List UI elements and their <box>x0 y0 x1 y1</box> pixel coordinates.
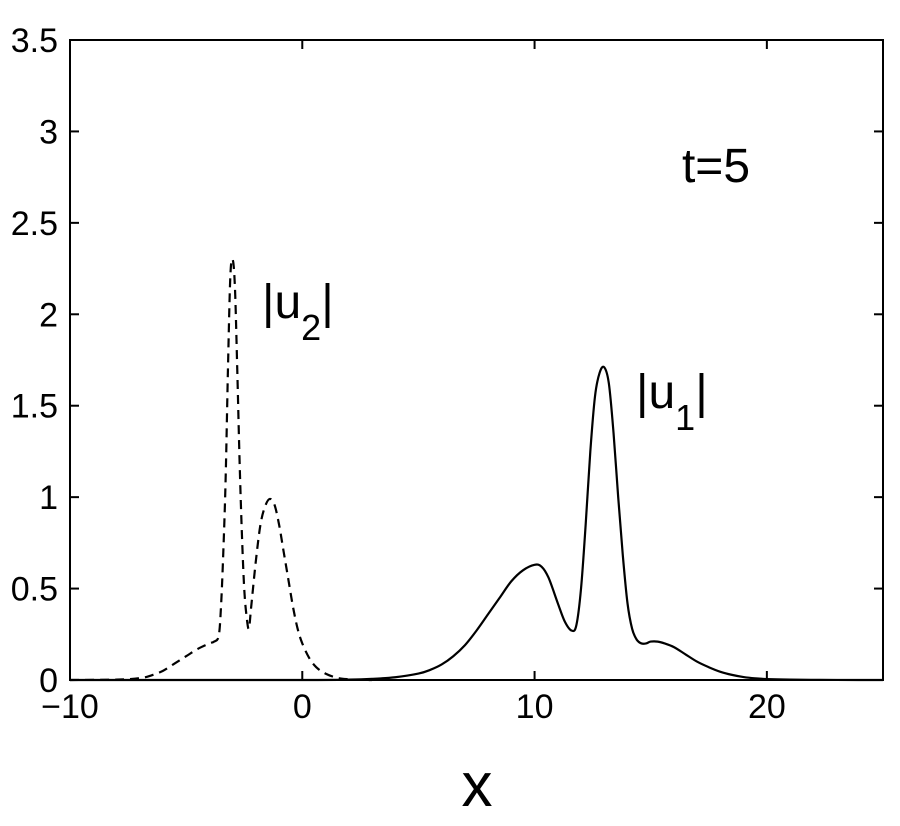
y-tick-label: 2 <box>39 296 58 334</box>
time-annotation: t=5 <box>682 140 750 193</box>
y-tick-label: 1 <box>39 479 58 517</box>
y-tick-label: 3 <box>39 113 58 151</box>
y-tick-label: 2.5 <box>11 205 58 243</box>
x-tick-label: 20 <box>748 688 786 726</box>
series-u2-line <box>69 257 372 682</box>
series-u1-line <box>69 365 884 682</box>
plot-area <box>70 40 883 680</box>
x-tick-label: −10 <box>41 688 99 726</box>
u2-label-sub: 2 <box>301 307 321 348</box>
y-tick-label: 0 <box>39 662 58 700</box>
u2-label-post: | <box>321 276 333 329</box>
u2-label: |u2| <box>262 276 334 348</box>
u1-label-post: | <box>695 366 707 419</box>
plot-frame <box>69 39 884 681</box>
u1-label-pre: |u <box>636 366 675 419</box>
y-tick-label: 3.5 <box>11 22 58 60</box>
x-axis-label: x <box>462 751 493 820</box>
series-layer <box>69 257 884 682</box>
u2-label-pre: |u <box>262 276 301 329</box>
x-tick-label: 10 <box>516 688 554 726</box>
y-tick-label: 0.5 <box>11 571 58 609</box>
y-tick-label: 1.5 <box>11 388 58 426</box>
u1-label-sub: 1 <box>675 397 695 438</box>
u1-label: |u1| <box>636 366 708 438</box>
x-tick-label: 0 <box>293 688 312 726</box>
